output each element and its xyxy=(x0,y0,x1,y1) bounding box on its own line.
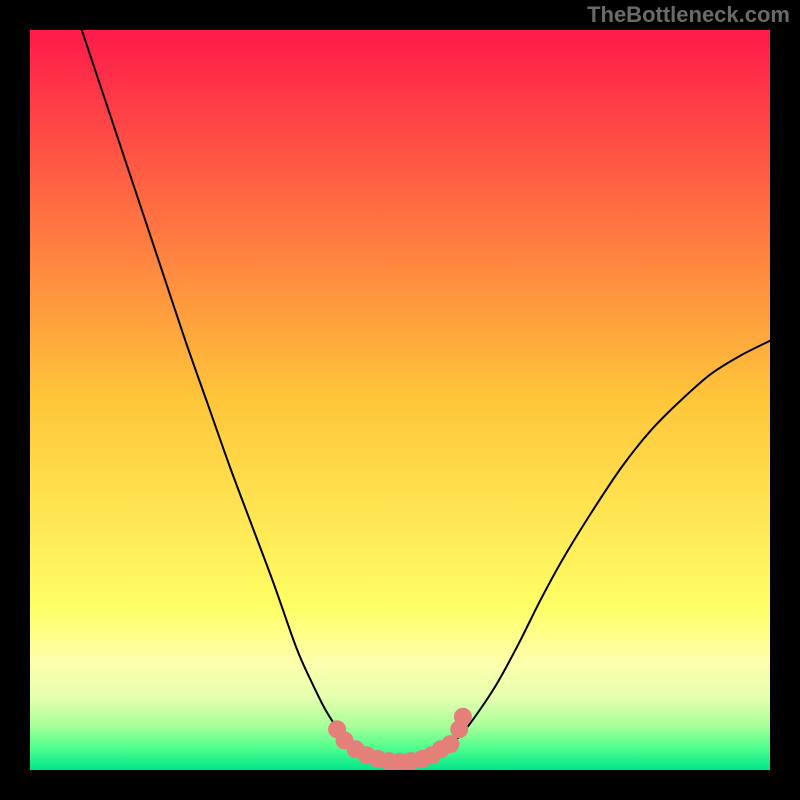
chart-container: TheBottleneck.com xyxy=(0,0,800,800)
watermark-text: TheBottleneck.com xyxy=(587,2,790,28)
bottleneck-chart xyxy=(30,30,770,770)
gradient-background xyxy=(30,30,770,770)
plot-area xyxy=(30,30,770,770)
valley-marker xyxy=(450,720,468,738)
